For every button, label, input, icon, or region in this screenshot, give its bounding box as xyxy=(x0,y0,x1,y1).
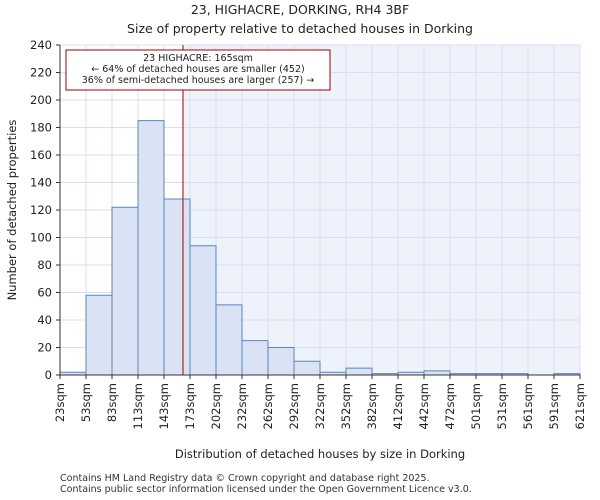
bars xyxy=(59,120,581,376)
x-tick-label: 561sqm xyxy=(521,383,535,429)
x-tick-label: 591sqm xyxy=(547,383,561,429)
y-tick-label: 120 xyxy=(30,203,52,217)
x-tick-label: 472sqm xyxy=(443,383,457,429)
x-tick-label: 531sqm xyxy=(495,383,509,429)
bar-232sqm xyxy=(241,340,269,376)
y-tick-label: 0 xyxy=(45,368,52,382)
bar-442sqm xyxy=(423,370,451,376)
bar-173sqm xyxy=(189,245,217,376)
y-tick-label: 160 xyxy=(30,148,52,162)
x-tick-label: 501sqm xyxy=(469,383,483,429)
bar-53sqm xyxy=(85,294,113,376)
y-tick-label: 60 xyxy=(37,286,52,300)
chart-title: 23, HIGHACRE, DORKING, RH4 3BF xyxy=(190,2,410,17)
bar-262sqm xyxy=(267,347,295,376)
bar-202sqm xyxy=(215,304,243,376)
x-tick-label: 83sqm xyxy=(105,383,119,422)
y-tick-label: 40 xyxy=(37,313,52,327)
annotation-line-3: 36% of semi-detached houses are larger (… xyxy=(82,75,315,86)
chart-subtitle: Size of property relative to detached ho… xyxy=(127,21,473,36)
x-tick-labels: 23sqm 53sqm 83sqm 113sqm 143sqm 173sqm 202sqm 2… xyxy=(53,375,587,429)
x-tick-label: 621sqm xyxy=(573,383,587,429)
annotation-line-1: 23 HIGHACRE: 165sqm xyxy=(143,53,253,64)
y-tick-label: 240 xyxy=(30,38,52,52)
x-tick-label: 322sqm xyxy=(313,383,327,429)
x-tick-label: 262sqm xyxy=(261,383,275,429)
bar-143sqm xyxy=(163,198,191,376)
x-tick-label: 113sqm xyxy=(131,383,145,429)
annotation-line-2: ← 64% of detached houses are smaller (45… xyxy=(91,64,304,75)
annotation-box: 23 HIGHACRE: 165sqm ← 64% of detached ho… xyxy=(65,49,331,91)
y-tick-label: 20 xyxy=(37,341,52,355)
bar-352sqm xyxy=(345,367,373,376)
y-tick-label: 80 xyxy=(37,258,52,272)
x-tick-label: 382sqm xyxy=(365,383,379,429)
y-tick-label: 200 xyxy=(30,93,52,107)
x-axis-label: Distribution of detached houses by size … xyxy=(175,447,465,461)
x-tick-label: 23sqm xyxy=(53,383,67,422)
bar-83sqm xyxy=(111,206,139,376)
y-tick-label: 140 xyxy=(30,176,52,190)
x-tick-label: 412sqm xyxy=(391,383,405,429)
footer-line-1: Contains HM Land Registry data © Crown c… xyxy=(60,473,430,484)
x-tick-label: 173sqm xyxy=(183,383,197,429)
bar-113sqm xyxy=(137,120,165,376)
x-tick-label: 442sqm xyxy=(417,383,431,429)
x-tick-label: 143sqm xyxy=(157,383,171,429)
y-tick-labels: 0 20 40 60 80 100 120 140 160 180 200 220 240 xyxy=(30,38,60,382)
x-tick-label: 292sqm xyxy=(287,383,301,429)
x-tick-label: 53sqm xyxy=(79,383,93,422)
x-tick-label: 202sqm xyxy=(209,383,223,429)
chart-area: 0 20 40 60 80 100 120 140 160 180 200 220 240 23sqm 5… xyxy=(5,38,587,461)
y-tick-label: 180 xyxy=(30,121,52,135)
y-tick-label: 100 xyxy=(30,231,52,245)
x-tick-label: 232sqm xyxy=(235,383,249,429)
x-tick-label: 352sqm xyxy=(339,383,353,429)
footer-line-2: Contains public sector information licen… xyxy=(60,484,472,495)
y-tick-label: 220 xyxy=(30,66,52,80)
bar-292sqm xyxy=(293,360,321,376)
y-axis-label: Number of detached properties xyxy=(5,120,19,301)
